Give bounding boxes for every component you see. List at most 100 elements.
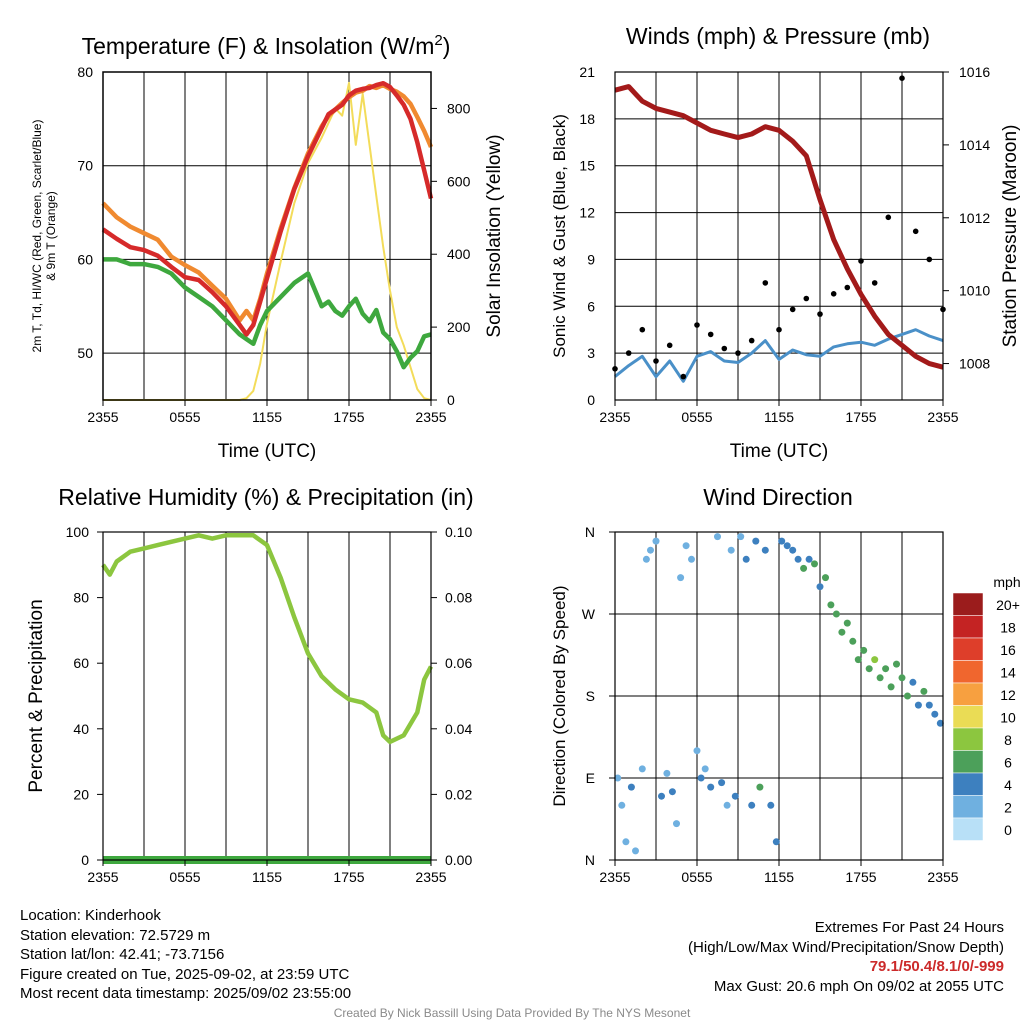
gust-point	[830, 291, 837, 297]
gust-point	[776, 326, 782, 333]
y-tick-label: 60	[77, 251, 93, 267]
series-line-sonic-wind	[614, 328, 944, 383]
temperature-panel: Temperature (F) & Insolation (W/m2) 2355…	[30, 32, 505, 462]
y2-tick-label: 600	[447, 173, 471, 189]
x-axis-label: Time (UTC)	[730, 441, 829, 462]
y-tick-label: 70	[77, 158, 93, 174]
y2-axis-label: Station Pressure (Maroon)	[1000, 125, 1021, 348]
colorbar-label: 14	[1000, 665, 1016, 681]
y2-tick-label: 0.00	[445, 852, 472, 868]
gust-point	[735, 350, 741, 356]
gust-point	[858, 258, 864, 264]
series-line-relative-humidity	[101, 533, 433, 745]
x-tick-label: 2355	[927, 869, 958, 885]
direction-point	[827, 601, 835, 609]
direction-point	[914, 701, 922, 709]
series-line-station-pressure	[614, 84, 944, 370]
direction-point	[854, 656, 862, 664]
colorbar-label: 16	[1000, 642, 1016, 658]
gust-point	[762, 280, 769, 286]
colorbar-label: 6	[1004, 755, 1012, 771]
direction-point	[925, 701, 933, 709]
direction-title: Wind Direction	[703, 484, 853, 510]
y2-tick-label: 0.08	[445, 590, 472, 606]
x-tick-label: 1155	[252, 409, 282, 425]
gust-point	[885, 214, 892, 221]
x-tick-label: 0555	[169, 409, 200, 425]
y2-tick-label: 0.02	[445, 786, 472, 802]
direction-point	[920, 687, 928, 695]
temperature-title: Temperature (F) & Insolation (W/m2)	[82, 32, 451, 59]
gust-point	[694, 322, 700, 328]
y-tick-label: N	[585, 524, 595, 540]
direction-point	[904, 692, 911, 700]
direction-point	[752, 537, 760, 545]
direction-point	[898, 674, 906, 682]
x-tick-label: 1155	[252, 869, 282, 885]
colorbar-swatch	[952, 727, 984, 751]
winds-panel: Winds (mph) & Pressure (mb) 2355 0555 1155…	[550, 23, 1021, 462]
extremes-title: Extremes For Past 24 Hours	[814, 919, 1004, 936]
gust-point	[680, 373, 687, 380]
direction-point	[638, 765, 646, 773]
direction-point	[931, 710, 939, 718]
x-tick-label: 1755	[845, 869, 876, 885]
direction-point	[882, 665, 890, 673]
y-axis-label: Percent & Precipitation	[26, 599, 47, 792]
direction-point	[677, 574, 685, 582]
direction-point	[778, 537, 786, 545]
x-tick-label: 1755	[333, 869, 364, 885]
direction-point	[693, 747, 701, 755]
direction-point	[688, 555, 695, 563]
y2-tick-label: 1010	[959, 283, 990, 299]
direction-point	[909, 678, 917, 686]
series-line-2m-t	[101, 80, 434, 337]
extremes-values: 79.1/50.4/8.1/0/-999	[869, 958, 1004, 975]
direction-point	[727, 546, 735, 554]
direction-point	[622, 838, 630, 846]
colorbar-swatch	[952, 750, 984, 774]
direction-point	[731, 792, 739, 800]
gust-point	[748, 337, 755, 344]
direction-point	[723, 801, 731, 809]
colorbar-swatch	[952, 705, 984, 729]
y-tick-label: 0	[81, 852, 89, 868]
y-axis-label: 2m T, Td, HI/WC (Red, Green, Scarlet/Blu…	[30, 120, 58, 353]
speed-colorbar: mph 20+ 18 16 14 12 10 8 6 4 2 0	[952, 574, 1021, 841]
y-tick-label: 100	[66, 524, 90, 540]
direction-panel: Wind Direction 2355 0555 1155 1755 2355NESWN…	[550, 484, 1021, 885]
colorbar-label: 2	[1004, 800, 1012, 816]
gust-point	[653, 358, 659, 364]
direction-point	[668, 788, 676, 796]
direction-point	[737, 533, 745, 541]
direction-point	[767, 801, 775, 809]
y-tick-label: 21	[579, 64, 595, 80]
direction-point	[627, 783, 635, 791]
y-tick-label: N	[585, 852, 595, 868]
y-axis-label: Sonic Wind & Gust (Blue, Black)	[550, 114, 569, 358]
direction-point	[811, 560, 818, 568]
colorbar-swatch	[952, 637, 984, 661]
y2-axis-label: Solar Insolation (Yellow)	[484, 134, 505, 337]
gust-point	[912, 228, 919, 235]
y-tick-label: 40	[73, 721, 89, 737]
direction-point	[860, 646, 868, 654]
winds-title: Winds (mph) & Pressure (mb)	[626, 23, 930, 49]
colorbar-swatch	[952, 817, 984, 841]
y2-tick-label: 1008	[959, 356, 990, 372]
colorbar-swatch	[952, 682, 984, 706]
series-line-td	[103, 257, 432, 370]
latlon-text: Station lat/lon: 42.41; -73.7156	[20, 946, 225, 963]
y-tick-label: 3	[587, 345, 595, 361]
y2-tick-label: 1014	[959, 137, 990, 153]
colorbar-label: 0	[1004, 822, 1012, 838]
x-axis-label: Time (UTC)	[218, 441, 317, 462]
direction-point	[761, 546, 769, 554]
extremes-subtitle: (High/Low/Max Wind/Precipitation/Snow De…	[688, 938, 1004, 956]
colorbar-label: 8	[1004, 732, 1012, 748]
x-tick-label: 0555	[681, 869, 712, 885]
direction-point	[772, 838, 780, 846]
y-tick-label: 15	[579, 158, 595, 174]
x-tick-label: 2355	[87, 869, 118, 885]
